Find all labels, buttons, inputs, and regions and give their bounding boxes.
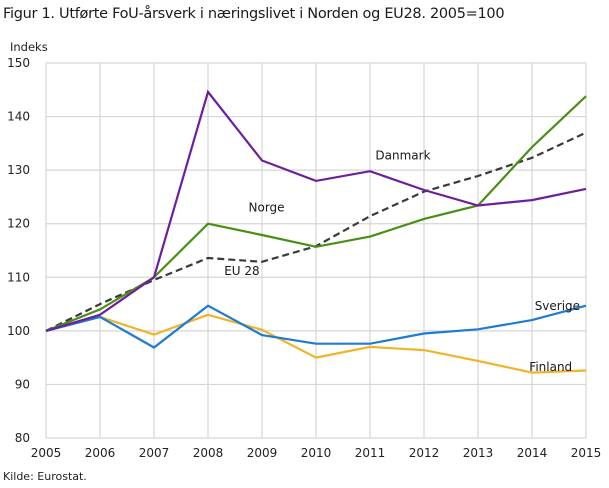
- y-axis-label: Indeks: [10, 40, 48, 54]
- series-line-danmark: [45, 89, 587, 332]
- y-tick-label: 100: [7, 324, 30, 338]
- series-line-norge: [45, 95, 587, 332]
- series-line-finland: [45, 313, 587, 374]
- series-label-sverige: Sverige: [535, 299, 580, 313]
- series-label-danmark: Danmark: [375, 148, 430, 162]
- source-note: Kilde: Eurostat.: [3, 470, 87, 483]
- y-axis-ticks: 80 90 100 110 120 130 140 150: [7, 56, 30, 445]
- chart-title: Figur 1. Utførte FoU-årsverk i næringsli…: [3, 6, 505, 22]
- y-tick-label: 90: [15, 377, 30, 391]
- x-tick-label: 2008: [193, 446, 224, 460]
- x-tick-label: 2012: [409, 446, 440, 460]
- y-tick-label: 150: [7, 56, 30, 70]
- x-tick-label: 2014: [517, 446, 548, 460]
- series-label-finland: Finland: [529, 360, 572, 374]
- y-tick-label: 120: [7, 217, 30, 231]
- y-tick-label: 130: [7, 163, 30, 177]
- x-tick-label: 2010: [301, 446, 332, 460]
- x-tick-label: 2013: [463, 446, 494, 460]
- x-axis-ticks: 2005 2006 2007 2008 2009 2010 2011 2012 2013 2014…: [31, 446, 602, 460]
- series-line-sverige: [45, 304, 587, 349]
- y-tick-label: 80: [15, 431, 30, 445]
- x-tick-label: 2006: [85, 446, 116, 460]
- series-lines: [45, 89, 587, 374]
- grid-lines: [45, 62, 587, 439]
- x-tick-label: 2005: [31, 446, 62, 460]
- series-label-norge: Norge: [249, 200, 285, 214]
- y-tick-label: 110: [7, 270, 30, 284]
- y-tick-label: 140: [7, 110, 30, 124]
- x-tick-label: 2009: [247, 446, 278, 460]
- x-tick-label: 2015: [571, 446, 602, 460]
- x-tick-label: 2007: [139, 446, 170, 460]
- x-tick-label: 2011: [355, 446, 386, 460]
- series-labels: Danmark Norge EU 28 Sverige Finland: [224, 148, 580, 374]
- series-label-eu28: EU 28: [224, 264, 259, 278]
